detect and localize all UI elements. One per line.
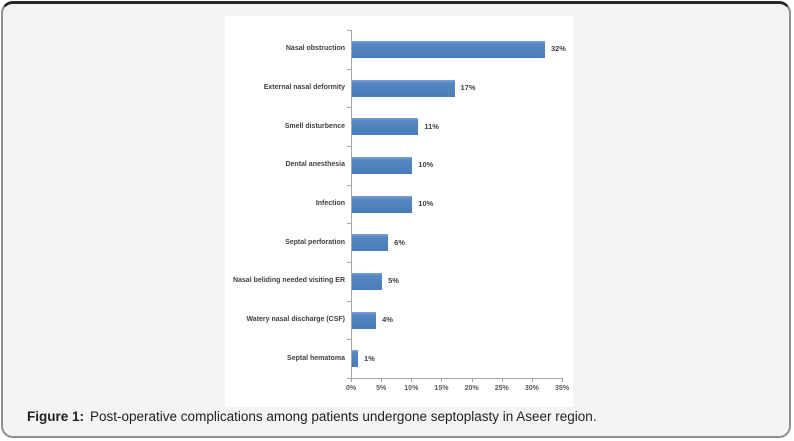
category-label: Dental anesthesia xyxy=(285,161,345,169)
y-axis-tick xyxy=(347,300,351,302)
y-axis-tick xyxy=(347,68,351,70)
bar-chart: 0% 5% 10% 15% 20% 25% 30% 35% Nasal obstruction 3… xyxy=(225,16,573,407)
x-axis-tick xyxy=(531,378,533,382)
bar xyxy=(352,350,359,368)
category-label: Nasal beliding needed visiting ER xyxy=(232,277,345,285)
value-label: 10% xyxy=(418,199,434,208)
bar xyxy=(352,79,455,97)
y-axis-tick xyxy=(347,223,351,225)
value-label: 10% xyxy=(418,160,434,170)
category-label: Smell disturbence xyxy=(284,122,345,130)
value-label: 1% xyxy=(364,353,375,363)
x-tick-label: 15% xyxy=(434,385,449,392)
bar xyxy=(352,311,377,329)
x-tick-label: 30% xyxy=(524,385,539,392)
x-axis-tick xyxy=(441,378,443,382)
category-label: Watery nasal discharge (CSF) xyxy=(246,316,345,323)
category-label: Septal perforation xyxy=(285,238,345,246)
value-label: 11% xyxy=(424,121,439,131)
bar xyxy=(352,272,383,290)
bar xyxy=(352,234,389,252)
x-axis-tick xyxy=(501,378,503,382)
category-label: Septal hematoma xyxy=(287,354,345,362)
y-axis-tick xyxy=(347,107,351,109)
figure-caption-label: Figure 1: xyxy=(27,409,85,424)
x-tick-label: 25% xyxy=(494,385,509,392)
category-label: External nasal deformity xyxy=(263,84,345,91)
category-label: Infection xyxy=(315,200,345,207)
figure-caption: Figure 1: Post-operative complications am… xyxy=(27,408,767,426)
bar xyxy=(352,118,419,136)
category-label: Nasal obstruction xyxy=(285,45,345,53)
x-axis-tick xyxy=(411,378,413,382)
y-axis-tick xyxy=(347,30,351,31)
x-axis-tick xyxy=(562,378,564,382)
x-tick-label: 5% xyxy=(376,385,387,392)
x-axis-tick xyxy=(471,378,473,382)
y-axis-tick xyxy=(347,146,351,147)
x-tick-label: 35% xyxy=(555,385,570,392)
chart-panel: 0% 5% 10% 15% 20% 25% 30% 35% Nasal obstruction 3… xyxy=(225,16,573,407)
value-label: 6% xyxy=(394,237,406,247)
bar xyxy=(352,195,413,213)
x-axis-line xyxy=(351,378,564,379)
x-tick-label: 0% xyxy=(345,385,357,392)
y-axis-line xyxy=(351,30,352,378)
x-axis-tick xyxy=(351,378,352,382)
value-label: 5% xyxy=(388,276,399,286)
figure-caption-text: Post-operative complications among patie… xyxy=(90,409,597,424)
x-axis-tick xyxy=(381,378,383,382)
value-label: 32% xyxy=(550,44,566,54)
value-label: 17% xyxy=(460,83,476,92)
y-axis-tick xyxy=(347,184,351,186)
y-axis-tick xyxy=(347,339,351,341)
value-label: 4% xyxy=(382,315,393,324)
y-axis-tick xyxy=(347,378,351,379)
y-axis-tick xyxy=(347,262,351,263)
bar xyxy=(352,40,545,58)
x-tick-label: 20% xyxy=(464,385,479,392)
bar xyxy=(352,156,413,174)
x-tick-label: 10% xyxy=(404,385,419,392)
